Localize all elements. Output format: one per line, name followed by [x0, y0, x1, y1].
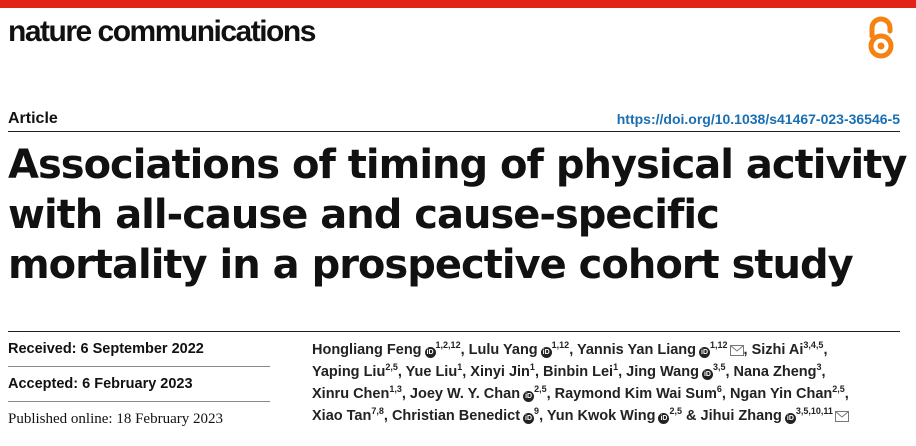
journal-name[interactable]: nature communications [8, 15, 316, 48]
author-item: Sizhi Ai3,4,5 [751, 340, 824, 359]
author-name[interactable]: Xiao Tan [312, 408, 372, 424]
orcid-icon[interactable]: iD [523, 391, 535, 402]
author-list: Hongliang Feng iD1,2,12, Lulu Yang iD1,12,… [312, 340, 849, 425]
orcid-icon[interactable]: iD [658, 413, 670, 424]
published-date: Published online: 18 February 2023 [8, 411, 223, 427]
received-date-row: Received: 6 September 2022 [8, 332, 270, 367]
orcid-icon[interactable]: iD [523, 413, 535, 424]
author-item: Hongliang Feng iD1,2,12 [312, 340, 461, 358]
author-name[interactable]: Lulu Yang [468, 342, 538, 358]
header-divider [8, 131, 900, 132]
mail-icon[interactable] [834, 411, 849, 422]
accepted-date-row: Accepted: 6 February 2023 [8, 367, 270, 402]
mail-icon[interactable] [729, 345, 744, 356]
orcid-icon[interactable]: iD [699, 347, 710, 358]
author-name[interactable]: Yaping Liu [312, 364, 386, 380]
author-name[interactable]: Jihui Zhang [700, 408, 782, 424]
author-item: Christian Benedict iD9 [391, 406, 540, 424]
author-item: Xinyi Jin1 [470, 362, 535, 381]
affiliation-superscript: 3,4,5 [803, 340, 824, 350]
open-access-icon [868, 16, 894, 59]
affiliation-superscript: 9 [534, 406, 540, 416]
orcid-icon[interactable]: iD [424, 347, 436, 358]
author-item: Raymond Kim Wai Sum6 [554, 384, 722, 403]
affiliation-superscript: 3,5 [712, 362, 726, 372]
author-name[interactable]: Xinyi Jin [470, 364, 530, 380]
affiliation-superscript: 6 [716, 384, 722, 394]
author-name[interactable]: Raymond Kim Wai Sum [554, 386, 717, 402]
author-name[interactable]: Binbin Lei [543, 364, 614, 380]
title-divider [8, 331, 900, 332]
affiliation-superscript: 2,5 [669, 406, 682, 416]
doi-link[interactable]: https://doi.org/10.1038/s41467-023-36546… [616, 111, 900, 127]
author-item: Jihui Zhang iD3,5,10,11 [700, 406, 849, 424]
author-name[interactable]: Yannis Yan Liang [577, 342, 696, 358]
affiliation-superscript: 1 [457, 362, 463, 372]
author-name[interactable]: Christian Benedict [391, 408, 521, 424]
author-name[interactable]: Hongliang Feng [312, 342, 422, 358]
author-item: Joey W. Y. Chan iD2,5 [409, 384, 547, 402]
affiliation-superscript: 1,3 [389, 384, 402, 394]
accepted-date: Accepted: 6 February 2023 [8, 376, 193, 392]
author-item: Yaping Liu2,5 [312, 362, 398, 381]
orcid-icon[interactable]: iD [784, 413, 796, 424]
orcid-icon[interactable]: iD [701, 369, 713, 380]
author-item: Xiao Tan7,8 [312, 406, 384, 425]
affiliation-superscript: 1,12 [710, 340, 728, 350]
top-red-rule [0, 0, 916, 8]
author-item: Yannis Yan Liang iD1,12 [577, 340, 744, 358]
author-name[interactable]: Nana Zheng [733, 364, 817, 380]
author-item: Xinru Chen1,3 [312, 384, 402, 403]
article-type: Article [8, 110, 58, 127]
affiliation-superscript: 3,5,10,11 [795, 406, 833, 416]
affiliation-superscript: 2,5 [534, 384, 547, 394]
affiliation-superscript: 2,5 [385, 362, 398, 372]
affiliation-superscript: 7,8 [371, 406, 384, 416]
orcid-icon[interactable]: iD [540, 347, 552, 358]
author-name[interactable]: Yue Liu [405, 364, 458, 380]
affiliation-superscript: 1 [613, 362, 619, 372]
author-name[interactable]: Ngan Yin Chan [729, 386, 833, 402]
affiliation-superscript: 2,5 [832, 384, 845, 394]
publication-dates: Received: 6 September 2022 Accepted: 6 F… [8, 332, 270, 436]
affiliation-superscript: 1,2,12 [435, 340, 461, 350]
author-name[interactable]: Sizhi Ai [751, 342, 804, 358]
received-date: Received: 6 September 2022 [8, 341, 204, 357]
author-name[interactable]: Joey W. Y. Chan [409, 386, 521, 402]
author-item: Yun Kwok Wing iD2,5 [546, 406, 682, 424]
author-item: Binbin Lei1 [543, 362, 619, 381]
affiliation-superscript: 1,12 [551, 340, 570, 350]
author-name[interactable]: Xinru Chen [312, 386, 390, 402]
author-name[interactable]: Jing Wang [626, 364, 699, 380]
author-item: Nana Zheng3 [733, 362, 822, 381]
author-item: Ngan Yin Chan2,5 [729, 384, 845, 403]
author-item: Lulu Yang iD1,12 [468, 340, 570, 358]
article-title: Associations of timing of physical activ… [8, 142, 907, 288]
author-item: Jing Wang iD3,5 [626, 362, 726, 380]
affiliation-superscript: 1 [529, 362, 535, 372]
published-date-row: Published online: 18 February 2023 [8, 402, 270, 436]
affiliation-superscript: 3 [816, 362, 822, 372]
author-name[interactable]: Yun Kwok Wing [546, 408, 656, 424]
author-item: Yue Liu1 [405, 362, 463, 381]
